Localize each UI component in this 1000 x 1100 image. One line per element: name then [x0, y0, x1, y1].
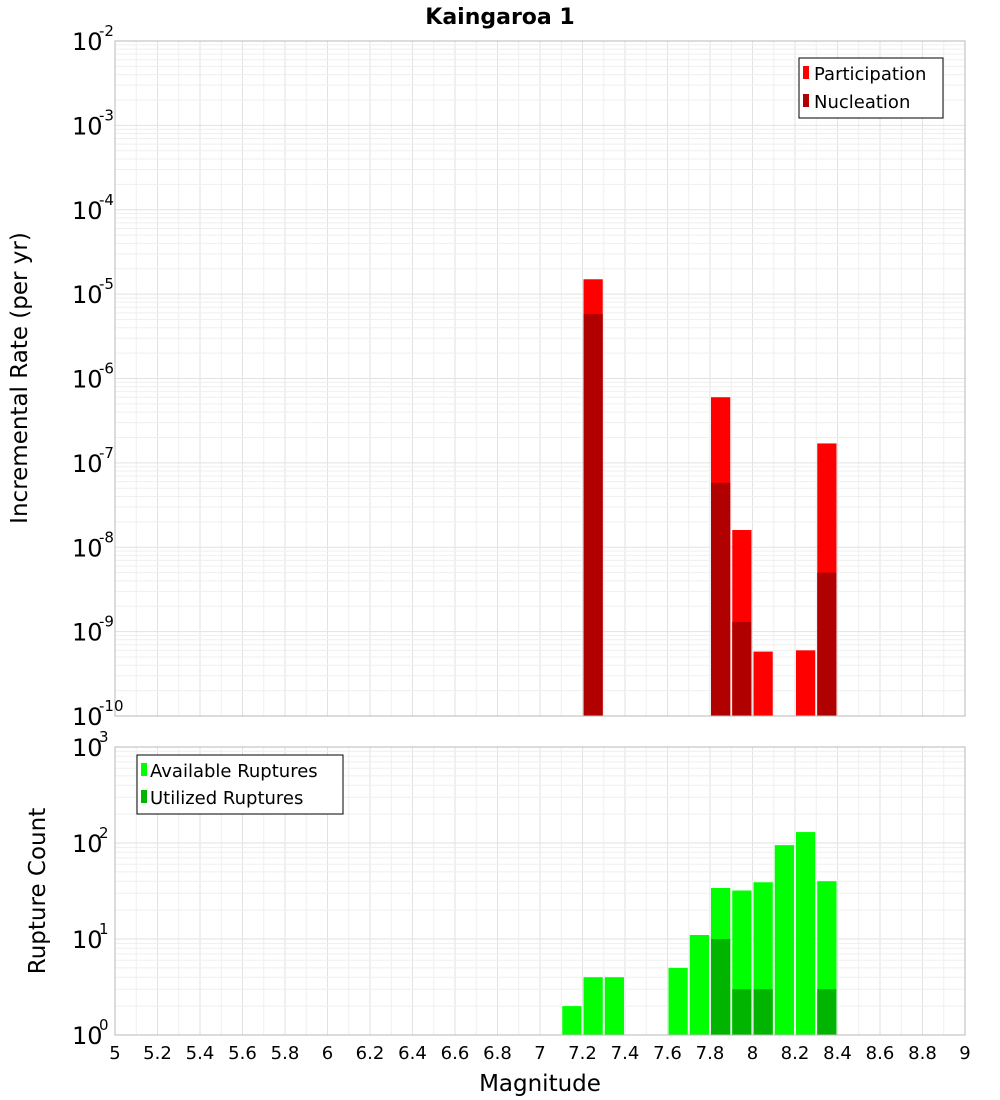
x-tick-label: 6	[322, 1043, 333, 1064]
legend-label-participation: Participation	[814, 64, 926, 85]
rate-panel-grid	[114, 41, 966, 717]
x-tick-label: 5.4	[186, 1043, 215, 1064]
legend-label-utilized-ruptures: Utilized Ruptures	[150, 788, 303, 809]
x-tick-label: 7.6	[653, 1043, 682, 1064]
y-tick-exponent: -4	[99, 191, 114, 209]
count-panel-legend: Available Ruptures Utilized Ruptures	[136, 754, 344, 815]
y-tick-label: 10	[72, 112, 103, 140]
bar-utilized-ruptures	[711, 939, 731, 1035]
legend-swatch-available-ruptures	[141, 763, 147, 776]
y-tick-exponent: -8	[99, 528, 114, 546]
x-tick-label: 8.8	[908, 1043, 937, 1064]
bar-participation	[753, 651, 773, 716]
y-tick-label: 10	[72, 28, 103, 56]
x-tick-label: 7	[534, 1043, 545, 1064]
chart-title: Kaingaroa 1	[425, 5, 574, 30]
x-tick-label: 8.6	[866, 1043, 895, 1064]
y-tick-label: 10	[72, 926, 103, 954]
bar-participation	[796, 650, 816, 716]
x-tick-label: 5	[109, 1043, 120, 1064]
y-tick-exponent: 1	[99, 920, 109, 938]
y-tick-label: 10	[72, 281, 103, 309]
x-tick-label: 5.6	[228, 1043, 257, 1064]
y-tick-label: 10	[72, 197, 103, 225]
x-tick-label: 8	[747, 1043, 758, 1064]
y-tick-exponent: -10	[99, 697, 124, 715]
bar-utilized-ruptures	[817, 989, 837, 1035]
count-panel-bars	[562, 832, 837, 1035]
y-tick-exponent: -6	[99, 360, 114, 378]
x-tick-label: 5.8	[271, 1043, 300, 1064]
legend-label-nucleation: Nucleation	[814, 92, 910, 113]
bar-available-ruptures	[583, 977, 603, 1035]
bar-available-ruptures	[774, 845, 794, 1035]
count-panel-frame	[114, 746, 966, 1036]
bar-utilized-ruptures	[753, 989, 773, 1035]
y-tick-exponent: -2	[99, 22, 114, 40]
y-tick-exponent: -9	[99, 613, 114, 631]
y-tick-exponent: 3	[99, 728, 109, 746]
y-tick-label: 10	[72, 534, 103, 562]
x-axis-label: Magnitude	[479, 1071, 601, 1097]
bar-available-ruptures	[689, 935, 709, 1035]
rate-panel-legend: Participation Nucleation	[798, 57, 944, 119]
legend-box	[136, 754, 344, 815]
x-tick-label: 6.2	[356, 1043, 385, 1064]
bar-available-ruptures	[562, 1006, 582, 1035]
bar-available-ruptures	[604, 977, 624, 1035]
bar-available-ruptures	[796, 832, 816, 1035]
legend-swatch-participation	[803, 66, 809, 79]
x-tick-label: 6.8	[483, 1043, 512, 1064]
y-tick-label: 10	[72, 703, 103, 731]
y-tick-exponent: -7	[99, 444, 114, 462]
y-tick-exponent: -5	[99, 275, 114, 293]
bar-nucleation	[711, 482, 731, 716]
y-tick-label: 10	[72, 734, 103, 762]
bar-nucleation	[817, 572, 837, 716]
y-tick-label: 10	[72, 619, 103, 647]
rate-panel-y-axis-label: Incremental Rate (per yr)	[7, 232, 33, 524]
y-tick-exponent: 0	[99, 1016, 109, 1034]
count-panel-x-ticks: 5 5.2 5.4 5.6 5.8 6 6.2 6.4 6.6 6.8 7 7.2 7.4 7.6 7.8 8…	[109, 1043, 970, 1064]
legend-label-available-ruptures: Available Ruptures	[150, 761, 318, 782]
x-tick-label: 6.4	[398, 1043, 427, 1064]
legend-swatch-utilized-ruptures	[141, 790, 147, 803]
y-tick-exponent: 2	[99, 824, 109, 842]
bar-available-ruptures	[668, 967, 688, 1035]
y-tick-label: 10	[72, 366, 103, 394]
legend-swatch-nucleation	[803, 94, 809, 107]
x-tick-label: 9	[959, 1043, 970, 1064]
y-tick-label: 10	[72, 830, 103, 858]
bar-utilized-ruptures	[732, 989, 752, 1035]
y-tick-label: 10	[72, 1022, 103, 1050]
bar-nucleation	[732, 622, 752, 716]
y-tick-exponent: -3	[99, 106, 114, 124]
rate-panel-frame	[114, 40, 966, 717]
x-tick-label: 7.2	[568, 1043, 597, 1064]
x-tick-label: 6.6	[441, 1043, 470, 1064]
x-tick-label: 8.2	[781, 1043, 810, 1064]
count-panel-y-axis-label: Rupture Count	[25, 808, 51, 974]
x-tick-label: 5.2	[143, 1043, 172, 1064]
y-tick-label: 10	[72, 450, 103, 478]
x-tick-label: 7.8	[696, 1043, 725, 1064]
rate-panel-bars	[583, 279, 837, 716]
x-tick-label: 8.4	[823, 1043, 852, 1064]
bar-nucleation	[583, 314, 603, 716]
legend-box	[798, 57, 944, 119]
x-tick-label: 7.4	[611, 1043, 640, 1064]
